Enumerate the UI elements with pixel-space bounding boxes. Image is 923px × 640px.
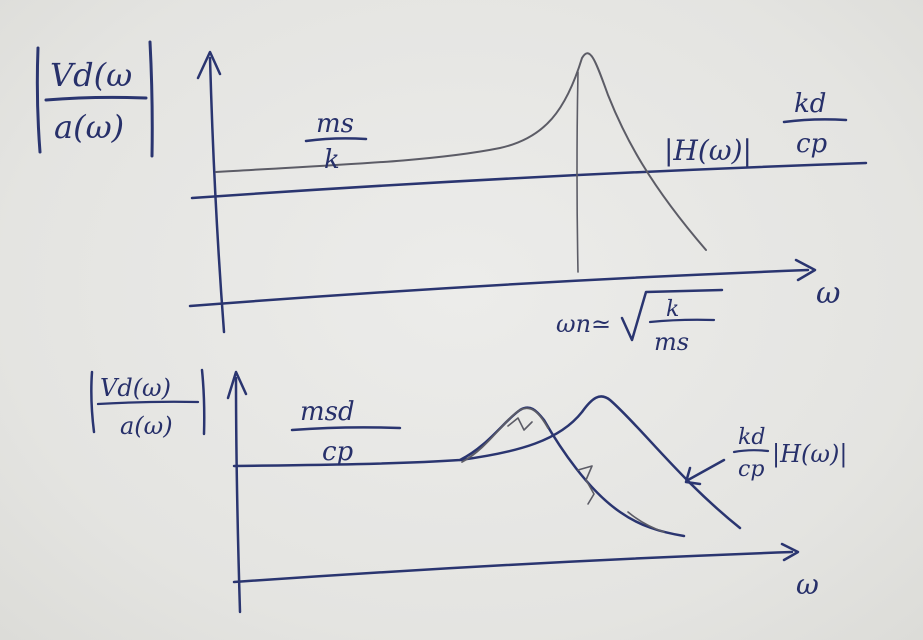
top-x-axis-arrowhead: [794, 258, 817, 282]
resonance-sqrt-sign: [620, 288, 724, 342]
top-low-freq-label: ms k: [304, 109, 368, 175]
top-y-axis-label: Vd(ω a(ω): [35, 40, 154, 158]
top-low-freq-fraction-bar: [304, 137, 368, 143]
bottom-pencil-drop: [577, 465, 595, 505]
bottom-y-label-denominator: a(ω): [120, 412, 173, 440]
bottom-x-axis-label: ω: [796, 568, 819, 601]
bottom-label-arrowhead: [684, 466, 702, 486]
top-resonance-marker: [576, 71, 579, 273]
top-low-freq-numerator: ms: [316, 109, 354, 139]
resonance-denominator: ms: [654, 328, 689, 356]
top-gain-numerator: kd: [794, 89, 826, 119]
bottom-low-freq-fraction-bar: [290, 426, 402, 432]
bottom-arrow-label-fraction-bar: [732, 449, 770, 454]
bottom-arrow-label-function: |H(ω)|: [772, 440, 847, 469]
abs-bar-right: [148, 40, 154, 158]
top-gain-denominator: cp: [796, 129, 828, 159]
bottom-graph: Vd(ω) a(ω) ω msd cp: [90, 368, 847, 614]
bottom-y-axis-label: Vd(ω) a(ω): [90, 368, 206, 440]
top-x-axis: [188, 268, 810, 308]
bottom-low-freq-label: msd cp: [290, 397, 402, 467]
bottom-combined-curve: [232, 395, 742, 530]
bottom-abs-bar-left: [90, 370, 96, 434]
resonance-numerator: k: [666, 297, 679, 322]
top-low-freq-denominator: k: [324, 145, 340, 175]
bottom-pencil-tail: [627, 511, 665, 533]
bottom-low-freq-denominator: cp: [322, 437, 354, 467]
bottom-label-arrow: [686, 458, 726, 482]
bottom-sensor-curve: [458, 406, 686, 538]
bottom-pencil-scribble: [507, 417, 533, 431]
bottom-y-axis-arrowhead: [226, 370, 248, 400]
top-resonance-curve: [215, 52, 707, 251]
top-gain-fraction-bar: [782, 118, 848, 124]
abs-bar-left: [35, 46, 42, 154]
top-graph: Vd(ω a(ω) ω ms k |H(ω: [35, 40, 868, 356]
top-y-label-numerator: Vd(ω: [50, 56, 132, 94]
top-gain-label: kd cp: [782, 89, 848, 159]
resonance-lhs: ωn≃: [556, 310, 611, 338]
top-transfer-label: |H(ω)|: [664, 134, 752, 167]
top-x-axis-label: ω: [816, 276, 840, 311]
top-y-axis-arrowhead: [196, 50, 222, 80]
bottom-y-fraction-bar: [96, 400, 200, 406]
bottom-arrow-label-denominator: cp: [738, 457, 764, 482]
top-y-fraction-bar: [44, 95, 148, 102]
top-resonance-formula: ωn≃ k ms: [556, 288, 724, 356]
bottom-low-freq-numerator: msd: [300, 397, 355, 427]
top-transfer-line: [190, 161, 868, 200]
bottom-x-axis: [232, 550, 794, 584]
bottom-abs-bar-right: [200, 368, 206, 436]
top-y-label-denominator: a(ω): [54, 108, 124, 146]
bottom-x-axis-arrowhead: [780, 542, 800, 562]
bottom-y-axis: [234, 376, 242, 614]
resonance-fraction-bar: [648, 318, 716, 324]
bottom-y-label-numerator: Vd(ω): [100, 374, 171, 402]
bottom-pencil-peak: [461, 407, 549, 463]
bottom-arrow-label: kd cp |H(ω)|: [732, 425, 847, 482]
bottom-arrow-label-numerator: kd: [738, 425, 765, 450]
